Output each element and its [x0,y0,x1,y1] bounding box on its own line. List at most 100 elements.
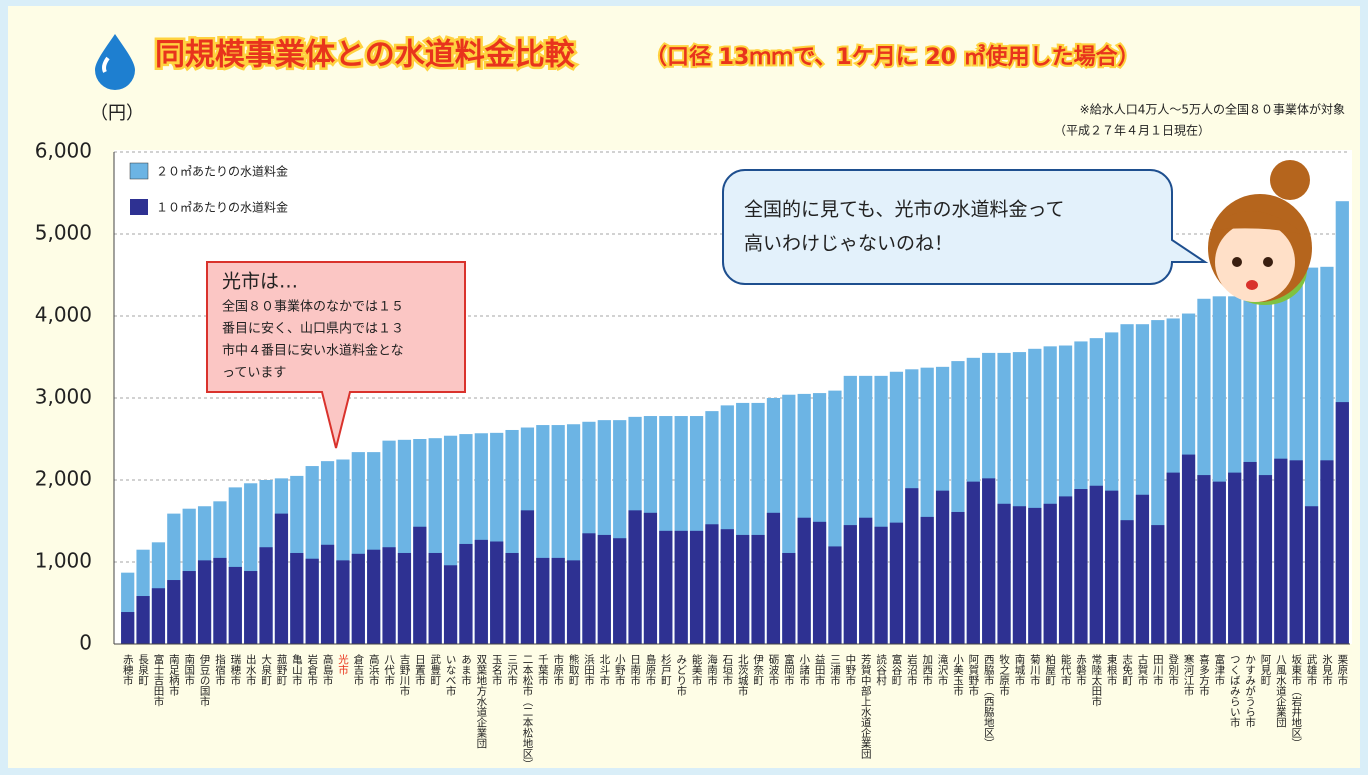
y-tick-label: 6,000 [35,139,92,163]
x-tick-label: 古賀市 [1136,653,1148,686]
bar [828,546,842,644]
x-tick-label: 加西市 [921,654,933,686]
bar [151,588,166,644]
bar [597,534,611,644]
bar [720,529,734,644]
x-tick-label: あま市 [460,654,472,686]
drop-icon [95,34,135,90]
x-tick-label: 益田市 [814,653,826,686]
legend-swatch [130,199,148,215]
bar [1243,461,1257,644]
x-tick-label: 出水市 [245,653,257,686]
bar [1074,489,1088,644]
callout-box [206,261,466,449]
bar [1012,506,1027,644]
bar [705,524,719,644]
x-tick-label: 富士吉田市 [152,653,164,707]
x-tick-label: 北斗市 [598,654,610,686]
x-tick-label: 能美市 [691,653,703,686]
chart-subtitle: （口径 13ｍｍで、1ケ月に 20 ㎥使用した場合） [645,44,1140,70]
bar [1151,525,1165,644]
x-tick-label: 喜多方市 [1198,653,1210,697]
bar [536,557,550,644]
bar [1135,494,1150,644]
bar [367,549,381,644]
bar [413,526,427,644]
x-tick-label: 南城市 [1013,653,1025,686]
x-tick-label: 菊川市 [1029,654,1041,686]
x-tick-label: 指宿市 [214,653,226,686]
x-tick-label: 赤磐市 [1075,654,1087,686]
drop-shine [102,56,110,73]
x-tick-label: 南国市 [183,653,195,686]
x-tick-label: 読谷村 [875,653,887,685]
x-tick-label: 西脇市（西脇地区） [983,654,995,749]
bar [182,571,196,644]
bar [1320,460,1334,644]
bar [1289,460,1303,644]
y-tick-label: 5,000 [35,221,92,245]
bar [1274,458,1288,644]
x-tick-label: 海南市 [706,653,718,686]
bar [1105,490,1119,644]
bar [982,478,996,644]
bar [551,557,565,644]
bar [197,560,212,644]
bar [997,503,1011,644]
bar [382,547,396,644]
x-tick-label: 富津市 [1213,653,1225,686]
bar [305,558,319,644]
x-tick-label: 田川市 [1152,654,1164,686]
bar [859,517,873,644]
x-tick-label: 三浦市 [829,654,841,686]
bar [689,530,704,644]
bar [244,571,258,644]
bar [889,522,904,644]
hair-bun [1270,160,1310,200]
eye [1263,257,1273,267]
mouth [1246,280,1258,290]
x-tick-label: 長泉町 [137,654,149,686]
x-tick-label: いなべ市 [445,654,457,697]
x-tick-label: 菰野町 [275,654,287,686]
x-tick-label: 岩倉市 [306,653,318,686]
x-tick-label: 瑞穂市 [229,654,241,686]
bar [1258,475,1273,644]
y-tick-label: 3,000 [35,385,92,409]
x-tick-label: 亀山市 [291,653,303,686]
bar [812,521,827,644]
bar [736,534,750,644]
x-tick-label: 高島市 [322,653,334,686]
x-tick-label: 武豊町 [429,653,441,685]
x-tick-label: 常陸太田市 [1090,653,1102,707]
bar [951,511,965,644]
x-tick-label: 高浜市 [368,653,380,686]
note: （平成２７年４月１日現在） [1054,124,1210,138]
x-tick-label: 北茨城市 [737,654,749,697]
face [1215,222,1295,302]
callout-text: 全国８０事業体のなかでは１５ [222,299,404,315]
bar [474,539,488,644]
x-tick-label: 日置市 [414,654,426,686]
x-tick-label: 東根市 [1106,653,1118,686]
bar [1181,454,1196,644]
x-tick-label: 富岡市 [783,653,795,686]
bar [843,525,857,644]
bar [920,516,934,644]
bar [797,517,811,644]
bar [613,538,627,644]
x-tick-label: 牧之原市 [998,653,1010,697]
x-tick-label: 南足柄市 [168,653,180,697]
bar [1166,472,1180,644]
x-tick-label: 志免町 [1121,653,1133,685]
x-tick-label: みどり市 [675,654,687,697]
legend-label: ２０㎥あたりの水道料金 [156,164,288,179]
bar [259,547,273,644]
x-tick-label: 双葉地方水道企業団 [475,654,487,749]
x-tick-label: 小諸市 [798,654,810,686]
x-tick-label: 吉野川市 [398,654,410,697]
x-tick-label: 日南市 [629,654,641,686]
bar [1058,496,1073,644]
x-tick-label: 二本松市（二本松地区） [521,654,533,770]
